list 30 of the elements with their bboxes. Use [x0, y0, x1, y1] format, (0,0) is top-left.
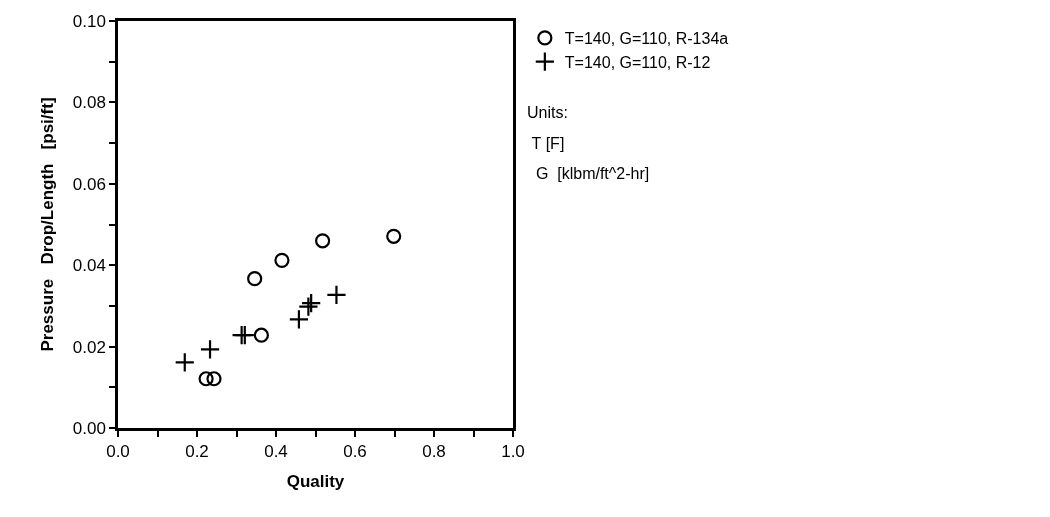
y-tick-label: 0.00 — [72, 418, 106, 438]
point — [247, 271, 263, 287]
x-tick-label: 1.0 — [501, 442, 525, 462]
x-tick-label: 0.2 — [185, 442, 209, 462]
y-axis-title: Pressure Drop/Length [psi/ft] — [38, 97, 58, 352]
point — [315, 233, 331, 249]
legend-label: T=140, G=110, R-134a — [564, 30, 729, 48]
text: T [F] — [527, 135, 565, 152]
x-tick-label: 0.6 — [343, 442, 367, 462]
y-tick-label: 0.02 — [72, 337, 106, 357]
y-tick-label: 0.06 — [72, 174, 106, 194]
point — [326, 284, 347, 306]
y-tick-label: 0.08 — [72, 93, 106, 113]
text: Units: — [527, 104, 568, 121]
x-tick-label: 0.4 — [264, 442, 288, 462]
text: G [klbm/ft^2-hr] — [527, 165, 650, 182]
point — [199, 339, 221, 360]
point — [198, 371, 214, 387]
x-tick-label: 0.0 — [106, 442, 130, 462]
point — [274, 252, 290, 268]
point — [253, 327, 269, 343]
point — [174, 352, 195, 373]
point — [386, 228, 402, 244]
point — [206, 371, 222, 387]
x-axis-title: Quality — [286, 471, 345, 491]
point — [288, 309, 310, 330]
x-tick-label: 0.8 — [422, 442, 446, 462]
y-tick-label: 0.04 — [72, 256, 106, 276]
legend-label: T=140, G=110, R-12 — [564, 53, 711, 71]
y-tick-label: 0.10 — [72, 11, 106, 31]
